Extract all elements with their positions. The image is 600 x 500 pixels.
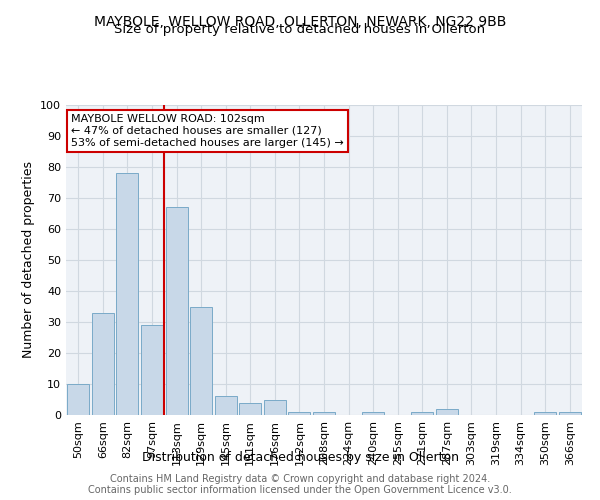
Bar bbox=[92, 312, 114, 415]
Bar bbox=[67, 384, 89, 415]
Bar bbox=[141, 325, 163, 415]
Bar bbox=[436, 409, 458, 415]
Text: Size of property relative to detached houses in Ollerton: Size of property relative to detached ho… bbox=[115, 22, 485, 36]
Bar bbox=[215, 396, 237, 415]
Text: Contains public sector information licensed under the Open Government Licence v3: Contains public sector information licen… bbox=[88, 485, 512, 495]
Bar bbox=[239, 402, 262, 415]
Y-axis label: Number of detached properties: Number of detached properties bbox=[22, 162, 35, 358]
Text: Distribution of detached houses by size in Ollerton: Distribution of detached houses by size … bbox=[142, 451, 458, 464]
Bar bbox=[190, 306, 212, 415]
Bar bbox=[264, 400, 286, 415]
Text: MAYBOLE WELLOW ROAD: 102sqm
← 47% of detached houses are smaller (127)
53% of se: MAYBOLE WELLOW ROAD: 102sqm ← 47% of det… bbox=[71, 114, 344, 148]
Bar bbox=[362, 412, 384, 415]
Text: MAYBOLE, WELLOW ROAD, OLLERTON, NEWARK, NG22 9BB: MAYBOLE, WELLOW ROAD, OLLERTON, NEWARK, … bbox=[94, 15, 506, 29]
Bar bbox=[559, 412, 581, 415]
Bar bbox=[166, 208, 188, 415]
Bar bbox=[534, 412, 556, 415]
Bar bbox=[313, 412, 335, 415]
Bar bbox=[411, 412, 433, 415]
Bar bbox=[116, 173, 139, 415]
Bar bbox=[289, 412, 310, 415]
Text: Contains HM Land Registry data © Crown copyright and database right 2024.: Contains HM Land Registry data © Crown c… bbox=[110, 474, 490, 484]
